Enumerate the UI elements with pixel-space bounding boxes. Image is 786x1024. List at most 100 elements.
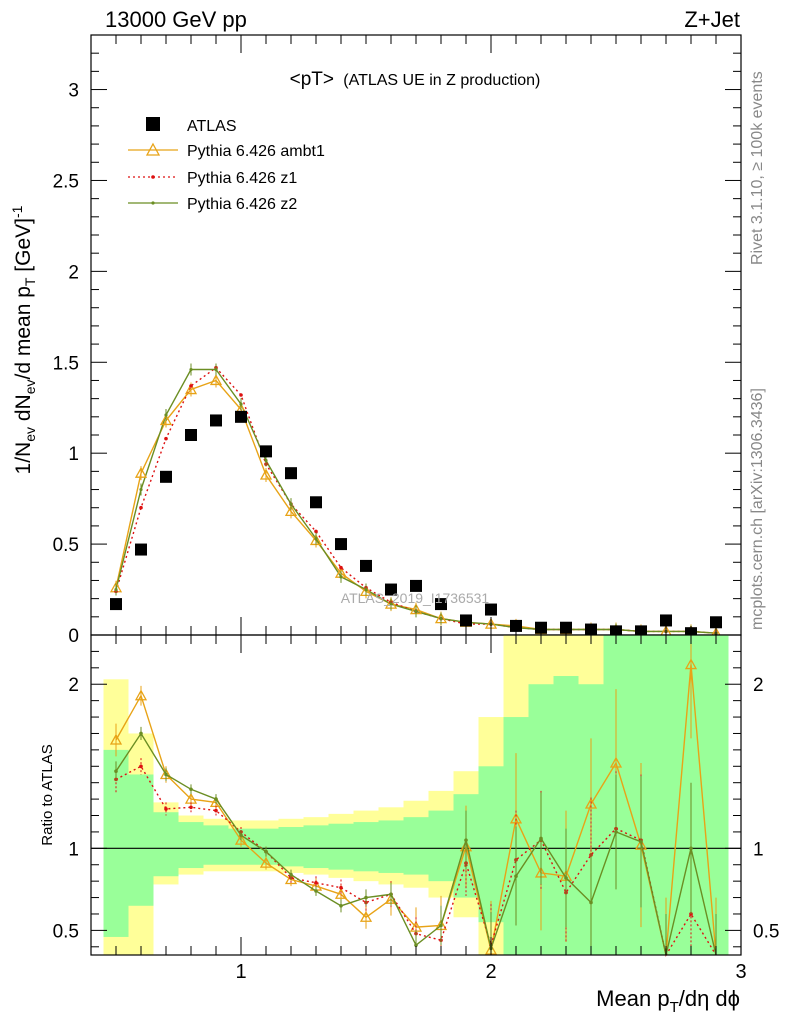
z1-point <box>314 529 318 534</box>
ratio-z2-point <box>614 830 618 834</box>
ratio-band-green <box>478 766 504 923</box>
ratio-band-green <box>203 825 229 865</box>
atlas-data-point <box>410 579 422 592</box>
ratio-ambt1-point <box>334 887 348 899</box>
legend-z1-marker <box>151 175 155 179</box>
ratio-z2-point <box>139 731 143 736</box>
ratio-y-tick-label-left: 2 <box>68 675 79 696</box>
z2-point <box>139 487 143 492</box>
ratio-z2-point <box>539 836 543 841</box>
ratio-z2-point <box>289 872 293 877</box>
ambt1-point <box>284 505 298 517</box>
ratio-z1-point <box>339 885 343 890</box>
mcplots-label: mcplots.cern.ch [arXiv:1306.3436] <box>749 388 766 630</box>
ratio-z2-point <box>439 923 443 928</box>
x-axis-label: Mean pT/dη dϕ <box>596 986 740 1016</box>
ambt1-point <box>184 383 198 395</box>
atlas-data-point <box>710 616 722 629</box>
ratio-z2-point <box>164 772 168 777</box>
legend-atlas-marker <box>146 117 160 131</box>
ambt1-point <box>159 414 173 426</box>
atlas-data-point <box>310 496 322 509</box>
atlas-data-point <box>210 414 222 427</box>
atlas-data-point <box>135 543 147 556</box>
legend-ambt1-label: Pythia 6.426 ambt1 <box>187 143 325 160</box>
plot-title: <pT> (ATLAS UE in Z production) <box>290 69 541 90</box>
z1-point <box>189 384 193 388</box>
z2-point <box>214 367 218 372</box>
ratio-band-green <box>378 820 404 873</box>
ratio-y-axis-label: Ratio to ATLAS <box>39 744 56 845</box>
z2-point <box>239 402 243 406</box>
ratio-z2-point <box>389 892 393 897</box>
plot-title-main: <pT> <box>290 69 334 90</box>
main-y-tick-label: 3 <box>68 81 79 102</box>
ratio-y-tick-label-left: 1 <box>68 839 79 860</box>
z2-point <box>114 587 118 592</box>
ambt1-point <box>209 374 223 386</box>
ratio-ambt1-point <box>684 658 698 670</box>
atlas-data-point <box>260 445 272 458</box>
ratio-ambt1-point <box>609 756 623 768</box>
atlas-data-point <box>660 614 672 627</box>
atlas-data-point <box>360 559 372 572</box>
ratio-z2-point <box>639 839 643 844</box>
ratio-z2-point <box>414 943 418 947</box>
ratio-y-tick-label-right: 1 <box>753 839 764 860</box>
z2-point <box>339 575 343 579</box>
atlas-data-point <box>285 467 297 480</box>
main-y-tick-label: 0.5 <box>53 535 79 556</box>
main-plot-panel: 0 0.5 1 1.5 2 2.5 3 ATLAS_2019_I1736531 <pT> (… <box>9 34 742 647</box>
z2-point <box>264 458 268 463</box>
z1-point <box>339 565 343 570</box>
ratio-band-green <box>328 823 354 870</box>
atlas-data-point <box>485 603 497 616</box>
ambt1-point <box>259 468 273 480</box>
ratio-band-green <box>403 817 429 875</box>
main-y-tick-label: 2 <box>68 262 79 283</box>
main-y-axis-label: 1/Nev dNev/d mean pT [GeV]-1 <box>9 205 38 474</box>
legend-ambt1-marker <box>145 142 161 156</box>
z2-point <box>314 537 318 541</box>
ratio-z2-point <box>264 849 268 854</box>
ratio-band-green <box>128 774 154 906</box>
ratio-z2-point <box>314 889 318 893</box>
ratio-band-green <box>428 810 454 882</box>
ratio-z2-point <box>364 895 368 900</box>
atlas-data-point <box>160 470 172 483</box>
atlas-data-point <box>460 614 472 627</box>
z2-point <box>389 602 393 606</box>
atlas-data-point <box>235 410 247 423</box>
atlas-data-point <box>335 538 347 551</box>
ratio-band-green <box>353 822 379 872</box>
ambt1-point <box>134 466 148 478</box>
ratio-z2-point <box>339 903 343 908</box>
legend-z2-marker <box>151 201 155 205</box>
ratio-z2-point <box>464 838 468 842</box>
ratio-z2-point <box>564 876 568 880</box>
ratio-y-tick-label-left: 0.5 <box>53 921 79 942</box>
x-tick-label: 2 <box>485 961 496 983</box>
legend-atlas-label: ATLAS <box>187 118 237 135</box>
rivet-label: Rivet 3.1.10, ≥ 100k events <box>749 71 766 265</box>
atlas-data-point <box>110 598 122 611</box>
atlas-data-point <box>435 598 447 611</box>
legend-z2-label: Pythia 6.426 z2 <box>187 196 297 213</box>
atlas-data-point <box>510 619 522 632</box>
ratio-z1-point <box>214 808 218 813</box>
ratio-z2-point <box>114 769 118 774</box>
ratio-y-tick-label-right: 2 <box>753 675 764 696</box>
plot-title-sub: (ATLAS UE in Z production) <box>343 72 540 89</box>
x-tick-label: 3 <box>735 961 746 983</box>
legend-z1-label: Pythia 6.426 z1 <box>187 170 297 187</box>
z1-point <box>139 505 143 510</box>
z2-point <box>414 609 418 613</box>
ratio-z2-point <box>689 846 693 851</box>
ratio-ambt1-point <box>109 733 123 745</box>
x-tick-label: 1 <box>235 961 246 983</box>
z2-point <box>189 367 193 372</box>
ratio-z2-point <box>239 833 243 838</box>
main-y-tick-label: 1.5 <box>53 353 79 374</box>
main-y-tick-label: 2.5 <box>53 171 79 192</box>
ratio-z2-point <box>214 797 218 801</box>
